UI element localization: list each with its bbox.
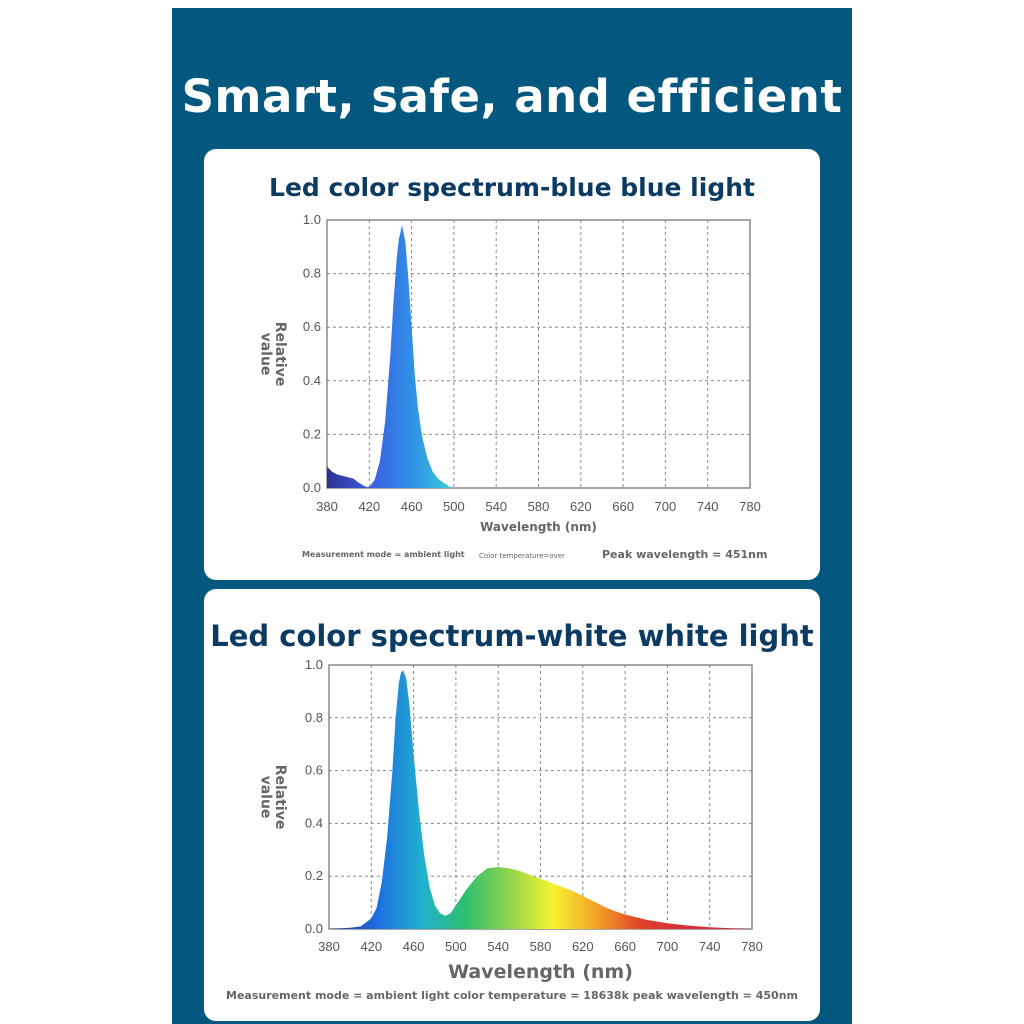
x-tick-label: 460	[403, 939, 425, 954]
headline: Smart, safe, and efficient	[181, 70, 843, 123]
measurement-mode-note: Measurement mode = ambient light	[302, 550, 465, 559]
x-tick-label: 420	[358, 499, 380, 514]
y-tick-label: 0.6	[305, 763, 323, 778]
x-tick-label: 780	[739, 499, 761, 514]
x-axis-title: Wavelength (nm)	[480, 520, 597, 534]
x-tick-label: 580	[530, 939, 552, 954]
y-tick-label: 1.0	[305, 657, 323, 672]
peak-wavelength-note: Peak wavelength = 451nm	[602, 548, 768, 561]
x-tick-label: 380	[318, 939, 340, 954]
color-temperature-note: Color temperature=over	[479, 552, 565, 560]
spectrum-area	[329, 670, 752, 929]
x-tick-label: 540	[485, 499, 507, 514]
x-tick-label: 540	[487, 939, 509, 954]
y-axis-title: Relativevalue	[257, 765, 288, 830]
x-tick-label: 700	[655, 499, 677, 514]
y-tick-label: 0.4	[305, 815, 323, 830]
y-tick-label: 0.8	[303, 266, 321, 281]
y-tick-label: 0.6	[303, 319, 321, 334]
x-tick-label: 780	[741, 939, 763, 954]
x-tick-label: 460	[401, 499, 423, 514]
x-tick-label: 740	[699, 939, 721, 954]
y-tick-label: 0.8	[305, 710, 323, 725]
x-tick-label: 620	[570, 499, 592, 514]
blue-light-spectrum-chart: 380 420 460 500 540 580 620 660 700 740 780 0.0 0.2 0…	[257, 212, 761, 534]
y-tick-label: 0.2	[305, 868, 323, 883]
y-axis-title: Relativevalue	[257, 322, 288, 387]
y-tick-label: 0.4	[303, 373, 321, 388]
white-light-card: Led color spectrum-white white light 380…	[204, 589, 820, 1021]
x-tick-label: 420	[360, 939, 382, 954]
x-tick-label: 380	[316, 499, 338, 514]
plot-frame	[326, 219, 751, 489]
chart-title: Led color spectrum-blue blue light	[269, 173, 755, 202]
measurement-summary-note: Measurement mode = ambient light color t…	[226, 989, 798, 1002]
x-tick-label: 500	[445, 939, 467, 954]
x-tick-label: 700	[657, 939, 679, 954]
x-tick-label: 660	[612, 499, 634, 514]
y-tick-label: 0.0	[303, 480, 321, 495]
x-tick-label: 500	[443, 499, 465, 514]
chart-title: Led color spectrum-white white light	[210, 619, 814, 653]
white-light-spectrum-chart: 380 420 460 500 540 580 620 660 700 740 780 0.0 0.2 0…	[257, 657, 763, 983]
x-tick-label: 620	[572, 939, 594, 954]
y-tick-label: 0.2	[303, 426, 321, 441]
x-tick-label: 740	[697, 499, 719, 514]
y-tick-label: 1.0	[303, 212, 321, 227]
spectrum-area	[327, 225, 451, 488]
blue-light-card: Led color spectrum-blue blue light 380 42…	[204, 149, 820, 580]
x-axis-title: Wavelength (nm)	[448, 961, 633, 983]
x-tick-label: 580	[528, 499, 550, 514]
x-tick-label: 660	[614, 939, 636, 954]
y-tick-label: 0.0	[305, 921, 323, 936]
